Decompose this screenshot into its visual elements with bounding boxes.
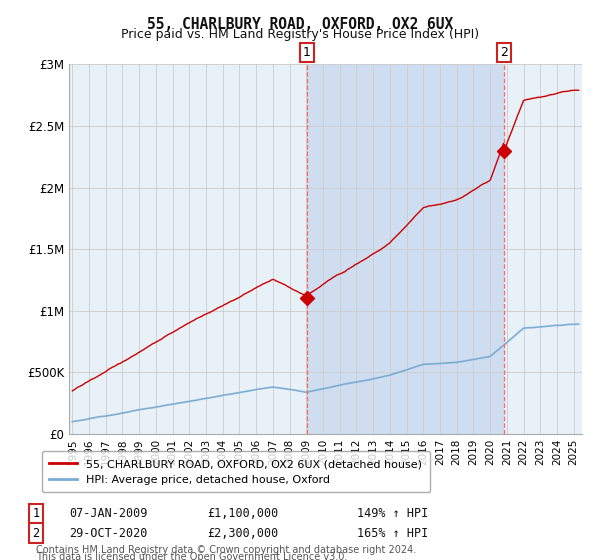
- Text: This data is licensed under the Open Government Licence v3.0.: This data is licensed under the Open Gov…: [36, 552, 347, 560]
- Text: Contains HM Land Registry data © Crown copyright and database right 2024.: Contains HM Land Registry data © Crown c…: [36, 545, 416, 555]
- Legend: 55, CHARLBURY ROAD, OXFORD, OX2 6UX (detached house), HPI: Average price, detach: 55, CHARLBURY ROAD, OXFORD, OX2 6UX (det…: [41, 451, 430, 492]
- Text: 1: 1: [32, 507, 40, 520]
- Bar: [307, 64, 504, 434]
- Text: 55, CHARLBURY ROAD, OXFORD, OX2 6UX: 55, CHARLBURY ROAD, OXFORD, OX2 6UX: [147, 17, 453, 32]
- Text: 07-JAN-2009: 07-JAN-2009: [69, 507, 148, 520]
- Text: 165% ↑ HPI: 165% ↑ HPI: [357, 526, 428, 540]
- Text: 2: 2: [32, 526, 40, 540]
- Text: £1,100,000: £1,100,000: [207, 507, 278, 520]
- Text: 149% ↑ HPI: 149% ↑ HPI: [357, 507, 428, 520]
- Text: £2,300,000: £2,300,000: [207, 526, 278, 540]
- Text: 1: 1: [303, 46, 311, 59]
- Text: 2: 2: [500, 46, 508, 59]
- Text: Price paid vs. HM Land Registry's House Price Index (HPI): Price paid vs. HM Land Registry's House …: [121, 28, 479, 41]
- Text: 29-OCT-2020: 29-OCT-2020: [69, 526, 148, 540]
